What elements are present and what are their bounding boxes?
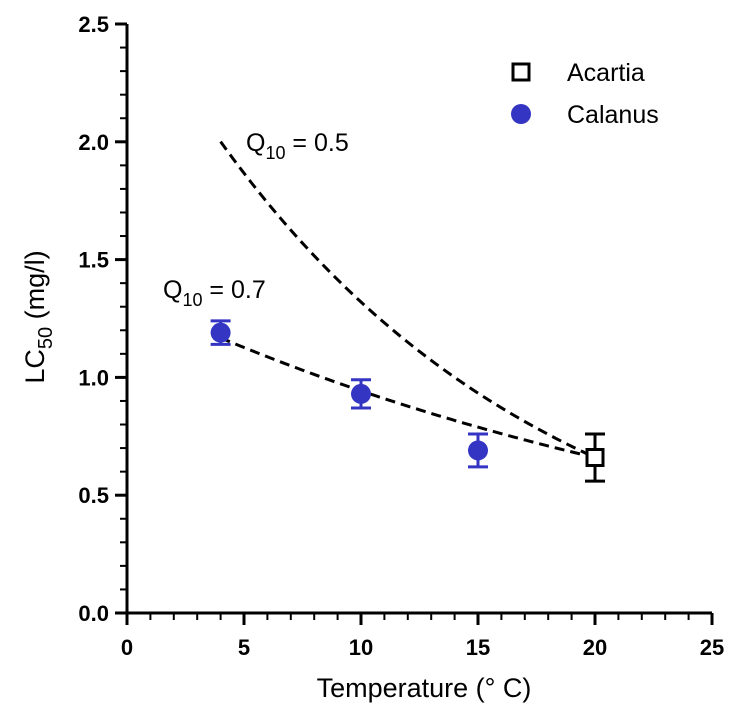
legend-marker-circle <box>511 104 531 124</box>
q10-0.7-label-prefix: Q <box>163 276 182 304</box>
x-tick-label: 15 <box>466 635 490 660</box>
x-tick-label: 10 <box>349 635 373 660</box>
q10-0.7-label-sub: 10 <box>182 290 202 310</box>
y-axis-title-main: LC <box>20 349 50 384</box>
legend-marker-square <box>511 62 531 82</box>
calanus-point <box>210 319 231 346</box>
q10-0.5-label-rest: = 0.5 <box>285 129 348 157</box>
marker-circle <box>210 322 231 343</box>
acartia-point <box>585 432 605 483</box>
q10-0.5-label-prefix: Q <box>246 129 265 157</box>
legend-item-acartia: Acartia <box>511 59 645 87</box>
q10-0.5-label: Q10 = 0.5 <box>246 129 349 163</box>
q10-0.5-label-sub: 10 <box>265 143 285 163</box>
y-tick-label: 0.5 <box>78 483 109 508</box>
y-tick-label: 1.5 <box>78 248 109 273</box>
legend: Acartia Calanus <box>511 59 659 129</box>
y-tick-label: 0.0 <box>78 601 109 626</box>
x-tick-label: 0 <box>121 635 133 660</box>
x-tick-label: 25 <box>700 635 724 660</box>
calanus-point <box>468 432 488 469</box>
y-axis-title: LC50 (mg/l) <box>20 250 57 383</box>
marker-circle <box>468 440 488 461</box>
y-tick-label: 1.0 <box>78 365 109 390</box>
legend-item-calanus: Calanus <box>511 101 659 129</box>
fit-curves <box>219 140 596 459</box>
legend-label: Acartia <box>567 59 645 87</box>
marker-circle <box>351 383 371 404</box>
q10-0.7-label-rest: = 0.7 <box>202 276 265 304</box>
y-axis-title-sub: 50 <box>35 327 57 349</box>
q10-0.5-curve <box>219 140 596 459</box>
q10-0.7-curve <box>220 336 596 459</box>
y-axis-title-rest: (mg/l) <box>20 250 50 327</box>
marker-square <box>585 448 605 468</box>
data-marks <box>210 319 605 483</box>
legend-label: Calanus <box>567 101 659 129</box>
q10-0.7-label: Q10 = 0.7 <box>163 276 266 310</box>
x-axis-title: Temperature (° C) <box>317 673 532 703</box>
x-tick-label: 5 <box>238 635 250 660</box>
y-tick-label: 2.0 <box>78 130 109 155</box>
axes: 0.0 0.5 1.0 1.5 2.0 2.5 0 5 10 15 20 25 <box>78 12 724 660</box>
x-tick-label: 20 <box>583 635 607 660</box>
calanus-point <box>351 378 371 410</box>
y-tick-label: 2.5 <box>78 12 109 37</box>
